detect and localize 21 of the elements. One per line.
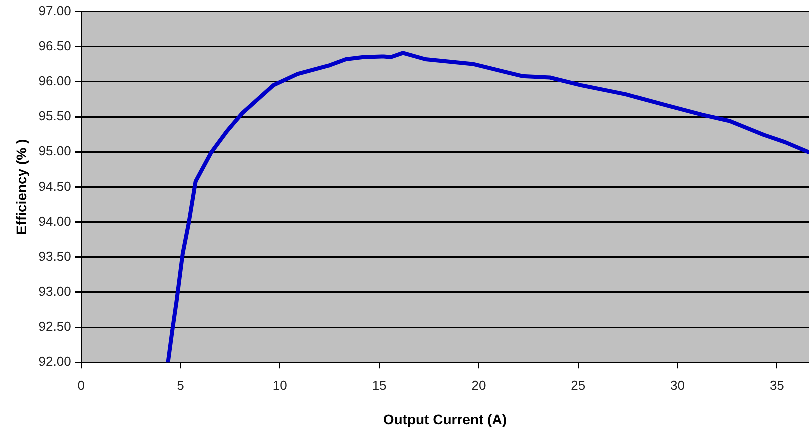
x-tick-label: 10 (272, 378, 288, 393)
y-tick-label: 94.00 (38, 214, 72, 229)
y-tick-label: 95.00 (38, 144, 72, 159)
y-tick-label: 96.50 (38, 38, 72, 54)
x-tick-label: 15 (372, 378, 387, 393)
x-tick-label: 20 (472, 378, 486, 393)
y-tick-label: 94.50 (38, 178, 72, 194)
y-tick-label: 96.00 (38, 74, 72, 89)
y-tick-label: 92.50 (38, 319, 72, 334)
y-tick-label: 92.00 (38, 354, 72, 370)
y-tick-label: 95.50 (38, 108, 72, 124)
x-tick-label: 30 (670, 378, 686, 393)
x-axis-title: Output Current (A) (383, 411, 507, 428)
y-axis-title: Efficiency (% ) (13, 139, 30, 236)
x-tick-label: 0 (78, 378, 85, 393)
y-tick-label: 93.00 (38, 284, 72, 300)
x-tick-label: 25 (571, 378, 586, 393)
x-tick-label: 35 (770, 378, 784, 393)
y-tick-label: 93.50 (38, 248, 72, 264)
x-tick-label: 5 (177, 378, 184, 393)
y-tick-label: 97.00 (38, 3, 72, 18)
